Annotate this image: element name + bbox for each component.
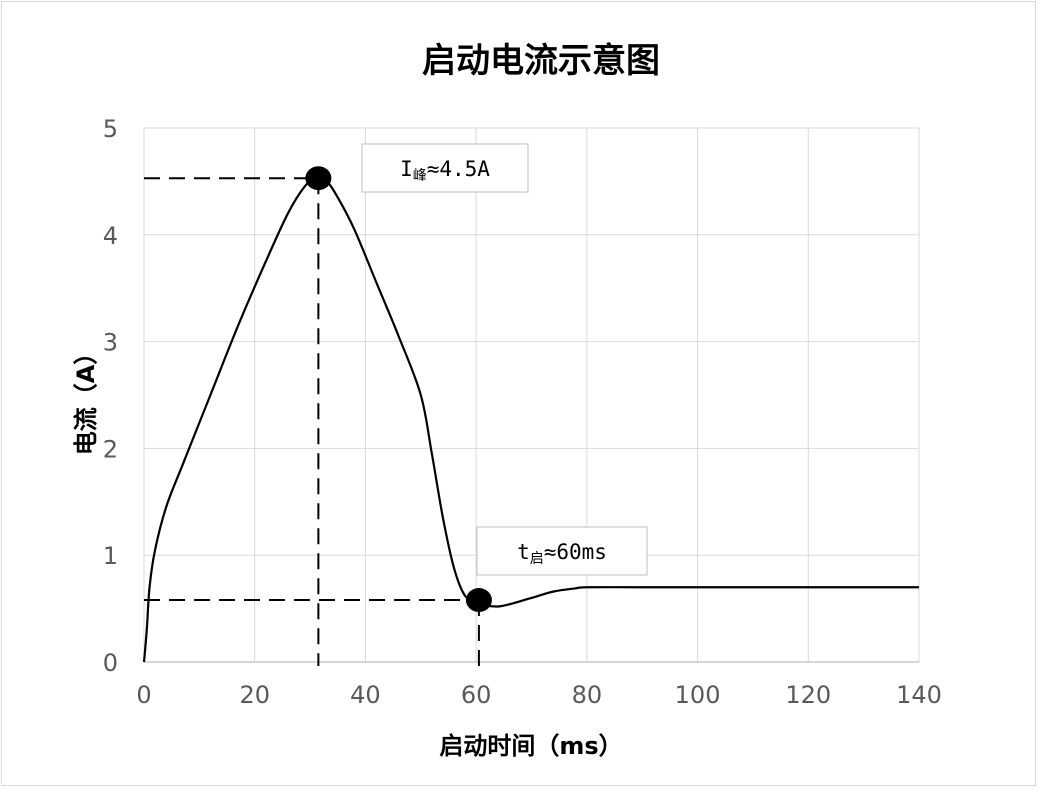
annotations: I峰≈4.5A t启≈60ms (361, 143, 648, 576)
annotation-text: I峰≈4.5A (400, 157, 490, 184)
annotation-sub: 启 (530, 551, 544, 567)
grid (143, 127, 920, 663)
tick-labels: 0 1 2 3 4 5 0 20 40 60 80 100 120 140 (103, 115, 942, 709)
y-tick-label: 1 (103, 542, 118, 570)
y-tick-label: 2 (103, 435, 118, 463)
annotation-main: t (517, 540, 530, 564)
annotation-main: I (400, 157, 413, 181)
x-tick-label: 120 (785, 681, 831, 709)
marker-peak (305, 166, 332, 191)
annotation-2: t启≈60ms (476, 526, 648, 576)
annotation-sub: 峰 (413, 168, 427, 184)
x-tick-label: 0 (136, 681, 151, 709)
y-axis-title: 电流（A） (72, 341, 100, 456)
x-tick-label: 140 (896, 681, 942, 709)
annotation-box (476, 526, 648, 576)
annotation-1: I峰≈4.5A (361, 143, 529, 193)
y-tick-label: 0 (103, 649, 118, 677)
x-tick-label: 40 (350, 681, 381, 709)
series (142, 166, 919, 663)
annotation-text: t启≈60ms (517, 540, 607, 567)
x-axis-title: 启动时间（ms） (439, 732, 622, 760)
y-tick-label: 3 (103, 329, 118, 357)
y-tick-label: 4 (103, 222, 118, 250)
annotation-value: ≈4.5A (427, 157, 491, 181)
chart-title: 启动电流示意图 (422, 41, 660, 81)
guide-lines (144, 177, 480, 666)
annotation-box (361, 143, 529, 193)
x-tick-label: 60 (461, 681, 492, 709)
x-tick-label: 20 (239, 681, 270, 709)
x-tick-label: 100 (675, 681, 721, 709)
marker-start (465, 588, 492, 613)
annotation-value: ≈60ms (544, 540, 607, 564)
x-tick-label: 80 (572, 681, 603, 709)
y-tick-label: 5 (103, 115, 118, 143)
current-curve (142, 176, 919, 663)
